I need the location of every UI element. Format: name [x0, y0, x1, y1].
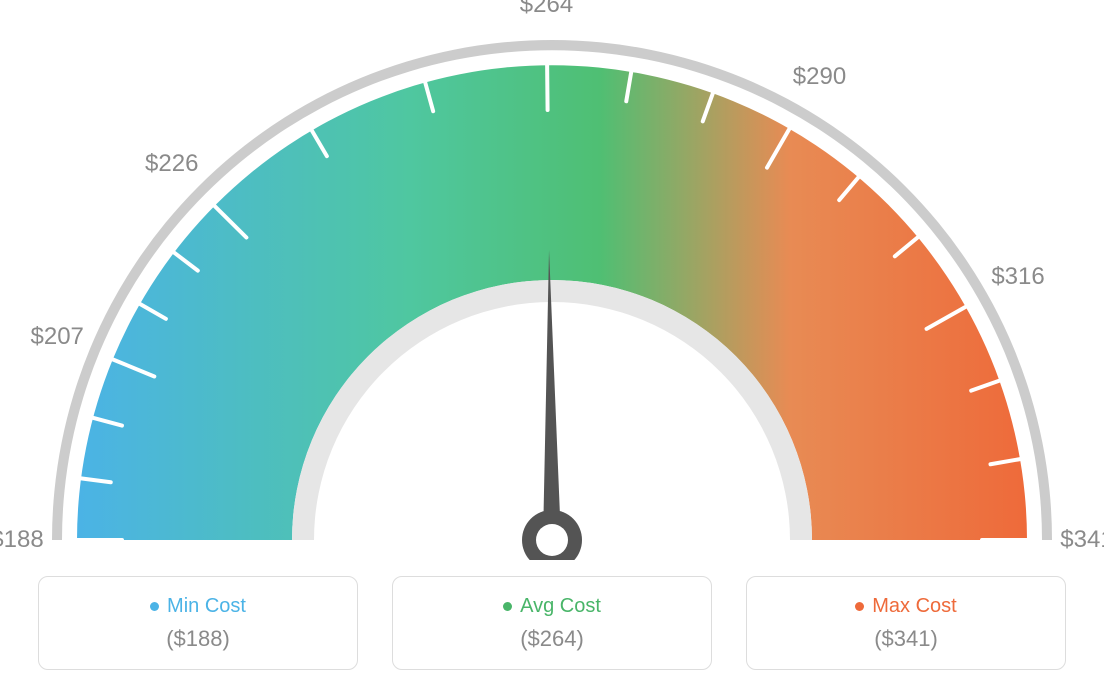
min-dot-icon	[150, 602, 159, 611]
max-cost-card: Max Cost ($341)	[746, 576, 1066, 670]
max-cost-title: Max Cost	[855, 595, 956, 618]
gauge-tick-label: $207	[30, 323, 83, 351]
min-cost-title: Min Cost	[150, 595, 246, 618]
avg-cost-value: ($264)	[520, 626, 584, 652]
avg-dot-icon	[503, 602, 512, 611]
max-cost-value: ($341)	[874, 626, 938, 652]
gauge-tick-label: $226	[145, 150, 198, 178]
gauge-tick-label: $264	[520, 0, 573, 19]
gauge-svg	[0, 0, 1104, 560]
avg-cost-card: Avg Cost ($264)	[392, 576, 712, 670]
min-cost-value: ($188)	[166, 626, 230, 652]
min-cost-label: Min Cost	[167, 595, 246, 618]
gauge-tick-label: $290	[793, 63, 846, 91]
max-cost-label: Max Cost	[872, 595, 956, 618]
summary-cards: Min Cost ($188) Avg Cost ($264) Max Cost…	[0, 576, 1104, 670]
gauge-tick-label: $188	[0, 526, 44, 554]
min-cost-card: Min Cost ($188)	[38, 576, 358, 670]
gauge-tick-label: $316	[991, 263, 1044, 291]
avg-cost-title: Avg Cost	[503, 595, 601, 618]
avg-cost-label: Avg Cost	[520, 595, 601, 618]
cost-gauge: $188 $207 $226 $264 $290 $316 $341	[0, 0, 1104, 560]
max-dot-icon	[855, 602, 864, 611]
gauge-tick-label: $341	[1060, 526, 1104, 554]
